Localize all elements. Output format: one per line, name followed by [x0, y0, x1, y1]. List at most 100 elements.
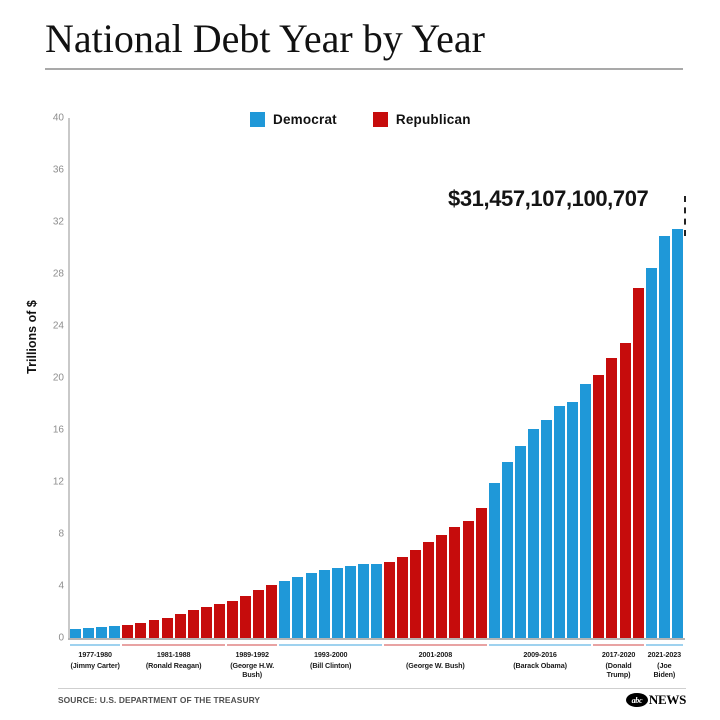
- era-label-group: 1981-1988 (Ronald Reagan): [122, 644, 225, 670]
- x-axis-baseline: [68, 638, 685, 640]
- era-president-name: (Donald Trump): [605, 661, 632, 679]
- era-rule: [645, 644, 683, 646]
- bar: [593, 374, 605, 638]
- legend-item-republican: Republican: [372, 112, 471, 127]
- legend-item-democrat: Democrat: [250, 112, 337, 127]
- bar: [554, 406, 566, 638]
- era-years: 1977-1980: [78, 650, 112, 659]
- era-rule: [227, 644, 278, 646]
- era-label-group: 1993-2000 (Bill Clinton): [279, 644, 383, 670]
- bar: [253, 590, 265, 638]
- era-label-group: 2009-2016 (Barack Obama): [488, 644, 592, 670]
- y-tick-8: 8: [58, 528, 64, 540]
- x-axis-era-labels: 1977-1980 (Jimmy Carter) 1981-1988 (Ronald …: [70, 644, 685, 696]
- era-rule: [488, 644, 592, 646]
- bar: [423, 542, 435, 638]
- bar: [122, 625, 134, 638]
- era-president-name: (Joe Biden): [653, 661, 676, 679]
- bar: [410, 549, 422, 638]
- era-years: 2017-2020: [601, 650, 636, 659]
- bar: [475, 507, 487, 638]
- bar: [148, 620, 160, 638]
- bar: [344, 566, 356, 638]
- era-years: 2009-2016: [523, 650, 557, 659]
- bar: [671, 229, 683, 638]
- page-title: National Debt Year by Year: [45, 16, 485, 61]
- abc-news-logo: abc NEWS: [625, 692, 686, 708]
- bar: [305, 573, 317, 638]
- republican-swatch: [372, 112, 388, 127]
- bar: [397, 557, 409, 638]
- abc-circle-icon: abc: [625, 693, 648, 707]
- news-wordmark: NEWS: [648, 692, 686, 707]
- bar: [541, 420, 553, 638]
- era-label-group: 2001-2008 (George W. Bush): [384, 644, 487, 670]
- bar: [632, 287, 644, 638]
- bar: [240, 596, 252, 638]
- y-tick-0: 0: [58, 632, 64, 644]
- era-president-name: (Jimmy Carter): [70, 661, 120, 670]
- era-label-group: 1977-1980 (Jimmy Carter): [70, 644, 121, 670]
- bar-series: [70, 118, 685, 638]
- era-rule: [70, 644, 121, 646]
- y-tick-24: 24: [52, 320, 64, 332]
- era-years: 2001-2008: [418, 650, 453, 659]
- y-axis-line: [68, 118, 70, 638]
- y-tick-12: 12: [52, 476, 64, 488]
- bar: [645, 268, 657, 638]
- bar: [567, 402, 579, 638]
- footer-divider: [58, 688, 686, 689]
- bar: [357, 564, 369, 638]
- era-president-name: (Ronald Reagan): [145, 661, 202, 670]
- source-credit: SOURCE: U.S. DEPARTMENT OF THE TREASURY: [58, 695, 261, 705]
- y-tick-4: 4: [58, 580, 64, 592]
- bar: [514, 445, 526, 638]
- header: National Debt Year by Year: [45, 16, 685, 70]
- bar: [187, 610, 199, 638]
- bar: [318, 570, 330, 638]
- bar: [109, 626, 121, 638]
- bar: [449, 527, 461, 638]
- era-president-name: (George W. Bush): [406, 661, 465, 670]
- era-years: 1981-1988: [156, 650, 191, 659]
- legend-label: Republican: [395, 112, 471, 127]
- legend-label: Democrat: [273, 112, 337, 127]
- bar: [161, 617, 173, 638]
- era-years: 2021-2023: [647, 650, 682, 659]
- bar: [580, 383, 592, 638]
- y-tick-28: 28: [52, 268, 64, 280]
- bar: [527, 429, 539, 638]
- era-years: 1993-2000: [313, 650, 348, 659]
- era-rule: [279, 644, 383, 646]
- bar: [658, 235, 670, 638]
- bar: [606, 358, 618, 638]
- y-axis-ticks: 0 4 8 12 16 20 24 28 32 36 40: [38, 108, 64, 648]
- y-tick-20: 20: [52, 372, 64, 384]
- era-rule: [384, 644, 487, 646]
- era-president-name: (George H.W. Bush): [230, 661, 275, 679]
- bar: [266, 585, 278, 638]
- bar: [213, 604, 225, 638]
- bar: [174, 614, 186, 638]
- bar: [370, 564, 382, 638]
- era-president-name: (Barack Obama): [513, 661, 567, 670]
- era-label-group: 1989-1992 (George H.W. Bush): [227, 644, 278, 679]
- bar: [96, 627, 108, 638]
- bar: [135, 623, 147, 638]
- era-rule: [122, 644, 225, 646]
- bar: [619, 342, 631, 638]
- era-years: 1989-1992: [235, 650, 269, 659]
- era-label-group: 2021-2023 (Joe Biden): [645, 644, 683, 679]
- era-president-name: (Bill Clinton): [310, 661, 352, 670]
- y-tick-40: 40: [52, 112, 64, 124]
- bar: [292, 577, 304, 638]
- bar: [331, 567, 343, 638]
- bar: [501, 461, 513, 638]
- bar: [488, 483, 500, 638]
- democrat-swatch: [250, 112, 265, 127]
- bar: [200, 607, 212, 638]
- total-debt-callout: $31,457,107,100,707: [448, 186, 649, 211]
- bar: [384, 562, 396, 638]
- y-tick-36: 36: [52, 164, 64, 176]
